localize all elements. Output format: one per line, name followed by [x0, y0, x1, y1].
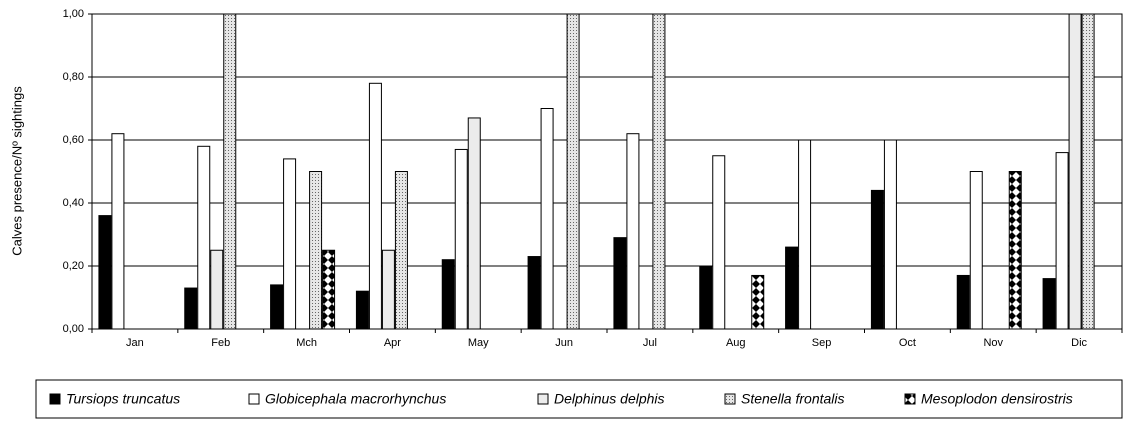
bar [540, 108, 554, 330]
bar [527, 256, 541, 330]
bar [467, 117, 481, 330]
bar [270, 284, 284, 330]
x-tick-label: Mch [296, 337, 317, 349]
legend-swatch [248, 393, 260, 405]
legend-swatch [904, 393, 916, 405]
bar [111, 133, 125, 330]
bar [309, 171, 323, 330]
bar [355, 290, 369, 330]
x-tick-label: Apr [384, 337, 401, 349]
bar [883, 139, 897, 330]
y-tick-label: 0,20 [63, 260, 84, 272]
legend-label: Mesoplodon densirostris [921, 391, 1073, 407]
legend-label: Delphinus delphis [554, 391, 665, 407]
bar [322, 249, 336, 330]
y-tick-label: 1,00 [63, 8, 84, 20]
x-tick-label: Jun [555, 337, 573, 349]
bar [870, 189, 884, 330]
bar [1055, 152, 1069, 330]
bar [197, 145, 211, 330]
y-tick-label: 0,00 [63, 323, 84, 335]
bar [613, 237, 627, 330]
legend-swatch [724, 393, 736, 405]
y-tick-label: 0,80 [63, 71, 84, 83]
bar [785, 246, 799, 330]
bar [652, 13, 666, 330]
bar [368, 82, 382, 330]
bar [1081, 13, 1095, 330]
bar [712, 155, 726, 330]
x-tick-label: May [468, 337, 489, 349]
x-tick-label: Jul [643, 337, 657, 349]
x-tick-label: Feb [211, 337, 230, 349]
y-tick-label: 0,60 [63, 134, 84, 146]
bar [394, 171, 408, 330]
x-tick-label: Nov [983, 337, 1003, 349]
bar [1008, 171, 1022, 330]
y-tick-label: 0,40 [63, 197, 84, 209]
x-tick-label: Dic [1071, 337, 1087, 349]
bar [798, 139, 812, 330]
bar [751, 274, 765, 330]
bar [98, 215, 112, 330]
legend-label: Stenella frontalis [741, 391, 845, 407]
bar [184, 287, 198, 330]
bar [283, 158, 297, 330]
bar [1068, 13, 1082, 330]
bar [969, 171, 983, 330]
bar [956, 274, 970, 330]
legend-swatch [49, 393, 61, 405]
legend-swatch [537, 393, 549, 405]
bar [566, 13, 580, 330]
legend-box [35, 379, 1123, 419]
x-tick-label: Sep [812, 337, 832, 349]
bar [441, 259, 455, 330]
bar [626, 133, 640, 330]
bar [223, 13, 237, 330]
y-axis-label: Calves presence/Nº sightings [9, 86, 24, 256]
x-tick-label: Jan [126, 337, 144, 349]
bar [210, 249, 224, 330]
legend-label: Globicephala macrorhynchus [265, 391, 446, 407]
x-tick-label: Aug [726, 337, 746, 349]
bar [699, 265, 713, 330]
bar [454, 148, 468, 330]
x-tick-label: Oct [899, 337, 916, 349]
legend-label: Tursiops truncatus [66, 391, 180, 407]
bar [381, 249, 395, 330]
bar [1042, 278, 1056, 330]
